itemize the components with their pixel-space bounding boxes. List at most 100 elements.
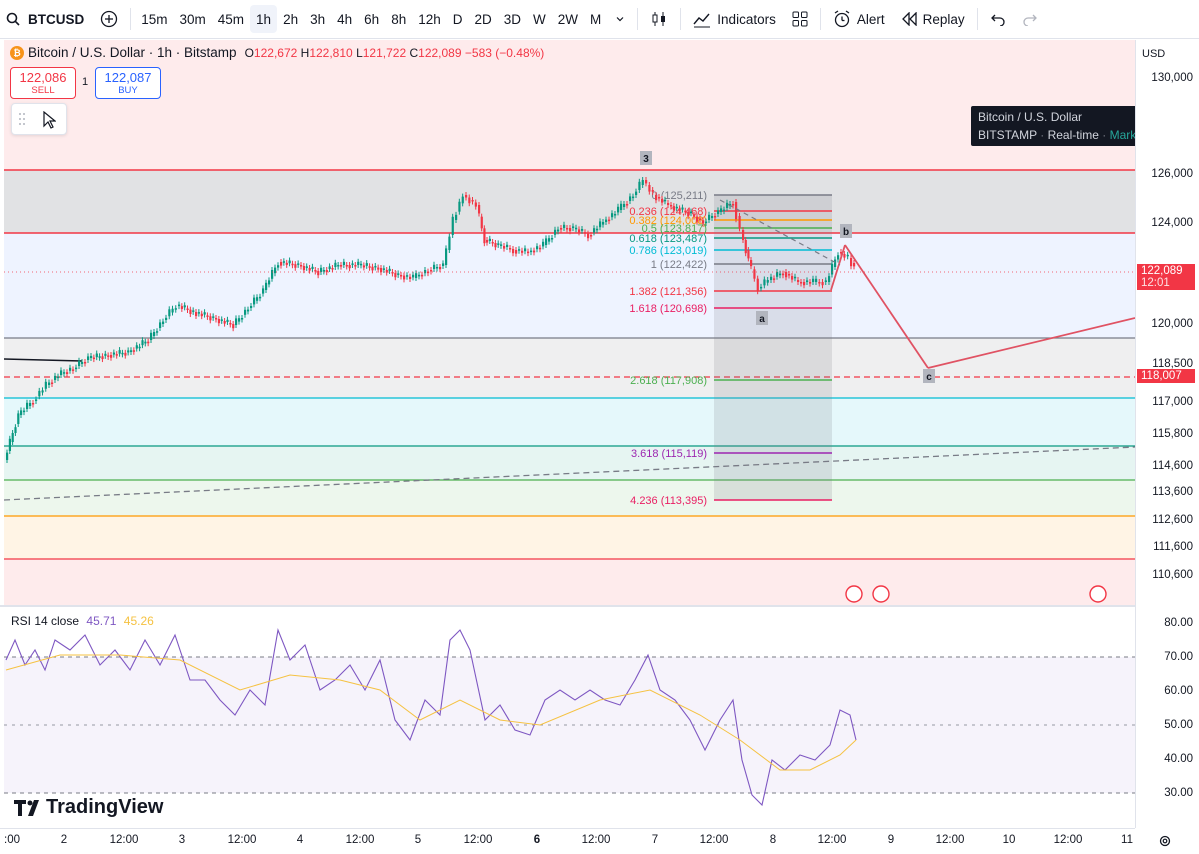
- timeframe-3h[interactable]: 3h: [310, 11, 326, 27]
- wave-label: a: [759, 314, 765, 325]
- candle-body: [11, 433, 14, 442]
- candle-body: [209, 316, 212, 321]
- candle-body: [506, 244, 509, 247]
- timeframe-3D[interactable]: 3D: [503, 11, 522, 27]
- alert-button[interactable]: Alert: [825, 0, 893, 38]
- candle-body: [345, 265, 348, 267]
- candle-body: [415, 273, 418, 278]
- high-label: H: [300, 45, 310, 60]
- price-axis[interactable]: USD 130,000 126,000 124,000 120,000 118,500 1…: [1135, 40, 1199, 828]
- timeframe-2D[interactable]: 2D: [474, 11, 492, 27]
- candle-body: [587, 233, 590, 239]
- candle-body: [14, 427, 17, 433]
- timeframe-12h[interactable]: 12h: [418, 11, 441, 27]
- timeframe-30m[interactable]: 30m: [179, 11, 206, 27]
- timeframe-W[interactable]: W: [533, 11, 546, 27]
- candle-body: [753, 269, 756, 279]
- candle-body: [271, 270, 274, 279]
- separator: [130, 8, 132, 30]
- open-value: 122,672: [253, 45, 298, 60]
- candle-body: [229, 323, 232, 325]
- sell-label: SELL: [31, 85, 55, 96]
- main-chart-pane[interactable]: 0 (125,211) 0.236 (124,468) 0.382 (124,008…: [4, 40, 1135, 605]
- candle-body: [687, 211, 690, 217]
- bitcoin-icon: ₿: [10, 45, 24, 60]
- candle-body: [681, 207, 684, 210]
- timeframe-M[interactable]: M: [590, 11, 602, 27]
- timeframe-8h[interactable]: 8h: [391, 11, 407, 27]
- horizontal-line-price: 118,007: [1141, 370, 1182, 382]
- timeframe-1h[interactable]: 1h: [250, 5, 278, 33]
- candle-body: [641, 180, 644, 185]
- undo-button[interactable]: [982, 0, 1014, 38]
- sell-button[interactable]: 122,086 SELL: [10, 67, 76, 99]
- tooltip-title: Bitcoin / U.S. Dollar: [978, 110, 1083, 124]
- chevron-down-icon: [616, 17, 624, 22]
- currency-label[interactable]: USD: [1142, 48, 1166, 60]
- price-tick-label: 115,800: [1152, 428, 1193, 440]
- candle-body: [98, 356, 101, 358]
- rsi-pane[interactable]: [4, 607, 1135, 827]
- event-flag-icon: [1089, 585, 1107, 603]
- pane-divider[interactable]: [0, 605, 1135, 607]
- wave-label-badge: [840, 224, 852, 238]
- candle-body: [551, 238, 554, 240]
- candle-body: [840, 252, 843, 254]
- candle-body: [638, 181, 641, 190]
- candle-body: [670, 205, 673, 207]
- candle-body: [509, 248, 512, 250]
- candle-body: [468, 197, 471, 204]
- candle-body: [515, 250, 518, 254]
- time-tick-label: 4: [296, 834, 304, 846]
- redo-button[interactable]: [1014, 0, 1046, 38]
- timeframe-D[interactable]: D: [452, 11, 463, 27]
- fib-box: [714, 195, 832, 500]
- timeframe-2h[interactable]: 2h: [283, 11, 299, 27]
- cursor-arrow-icon[interactable]: [42, 111, 56, 129]
- candle-body: [738, 216, 741, 229]
- candle-body: [115, 354, 118, 356]
- event-flag-icon: [845, 585, 863, 603]
- candle-body: [368, 266, 371, 268]
- candle-body: [824, 280, 827, 282]
- drag-handle-icon[interactable]: [18, 112, 26, 126]
- candle-body: [763, 279, 766, 286]
- timeframe-dropdown[interactable]: [607, 0, 633, 38]
- timeframe-2W[interactable]: 2W: [557, 11, 579, 27]
- candle-body: [112, 352, 116, 355]
- candle-body: [84, 362, 87, 364]
- time-axis[interactable]: :00 2 12:00 3 12:00 4 12:00 5 12:00 6 12:00 7 12:00 8…: [0, 828, 1135, 854]
- chart-type-button[interactable]: [642, 0, 676, 38]
- timeframe-4h[interactable]: 4h: [337, 11, 353, 27]
- candle-body: [192, 310, 195, 312]
- layouts-button[interactable]: [784, 0, 816, 38]
- replay-button[interactable]: Replay: [893, 0, 973, 38]
- candle-body: [442, 263, 445, 266]
- symbol-search[interactable]: BTCUSD: [0, 0, 92, 38]
- timeframe-6h[interactable]: 6h: [364, 11, 380, 27]
- axis-settings-button[interactable]: [1158, 834, 1172, 853]
- buy-button[interactable]: 122,087 BUY: [95, 67, 161, 99]
- time-tick-label: 12:00: [1053, 834, 1083, 846]
- candle-body: [717, 210, 720, 214]
- candle-body: [127, 350, 130, 353]
- timeframe-15m[interactable]: 15m: [141, 11, 168, 27]
- tradingview-logo[interactable]: TradingView: [14, 796, 163, 819]
- indicators-button[interactable]: Indicators: [685, 0, 784, 38]
- candle-body: [590, 235, 593, 237]
- timeframe-45m[interactable]: 45m: [217, 11, 245, 27]
- candle-body: [455, 214, 458, 220]
- candle-body: [699, 218, 702, 220]
- candle-body: [365, 263, 368, 266]
- open-label: O: [244, 45, 254, 60]
- candle-body: [524, 248, 527, 252]
- candle-body: [41, 390, 44, 393]
- candle-body: [302, 266, 306, 271]
- candle-body: [360, 263, 363, 266]
- candle-body: [291, 263, 294, 266]
- candle-body: [38, 390, 41, 397]
- candle-body: [483, 228, 486, 244]
- compare-symbol-button[interactable]: [92, 0, 126, 38]
- candle-body: [782, 273, 785, 276]
- candle-body: [581, 229, 584, 231]
